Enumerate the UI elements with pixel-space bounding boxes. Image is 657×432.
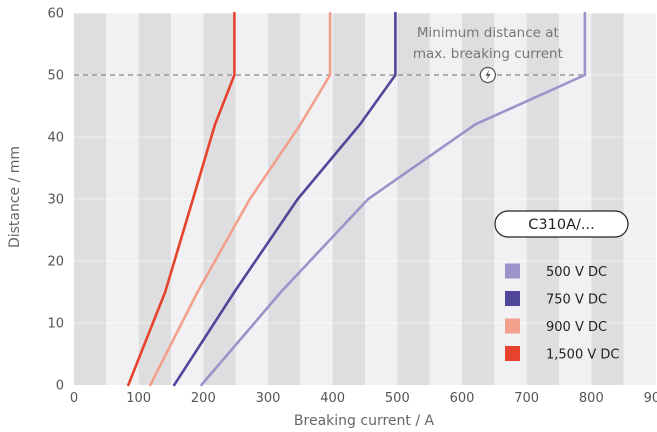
x-tick-label: 600	[450, 391, 475, 406]
series-layer	[127, 11, 587, 387]
x-tick-label: 800	[579, 391, 604, 406]
legend-label: 1,500 V DC	[546, 348, 619, 363]
series-line	[172, 11, 397, 387]
x-axis-ticks: 0 100 200 300 400 500 600 700 800 900	[70, 391, 657, 406]
annotation-line-2: max. breaking current	[413, 46, 563, 62]
annotation-line-1: Minimum distance at	[417, 25, 559, 41]
x-tick-label: 300	[256, 391, 281, 406]
legend-label: 900 V DC	[546, 320, 607, 335]
legend-swatch	[505, 318, 520, 334]
x-tick-label: 500	[385, 391, 410, 406]
series-line	[200, 11, 587, 387]
gridlines	[74, 12, 656, 324]
x-axis-title: Breaking current / A	[294, 413, 435, 429]
legend-swatch	[505, 346, 520, 361]
x-tick-label: 700	[514, 391, 539, 406]
legend-items: 500 V DC 750 V DC 900 V DC 1,500 V DC	[505, 263, 619, 363]
y-tick-label: 10	[47, 317, 64, 332]
y-axis-title: Distance / mm	[7, 146, 23, 248]
lightning-bolt	[485, 70, 491, 80]
y-axis-ticks: 0 10 20 30 40 50 60	[47, 7, 64, 394]
y-tick-label: 20	[47, 255, 64, 270]
annotation: Minimum distance at max. breaking curren…	[413, 25, 563, 84]
y-tick-label: 50	[47, 69, 64, 84]
x-tick-label: 400	[320, 391, 345, 406]
legend: C310A/... 500 V DC 750 V DC 900 V DC 1,500 …	[494, 210, 629, 363]
legend-title: C310A/...	[528, 217, 594, 233]
series-line	[149, 11, 332, 387]
x-tick-label: 200	[191, 391, 216, 406]
y-tick-label: 40	[47, 131, 64, 146]
series-line	[127, 11, 236, 387]
y-tick-label: 30	[47, 193, 64, 208]
legend-title-box	[494, 210, 629, 238]
x-tick-label: 0	[70, 391, 78, 406]
lightning-circle-icon	[479, 66, 496, 84]
y-tick-label: 0	[56, 379, 64, 394]
legend-label: 500 V DC	[546, 265, 607, 280]
legend-swatch	[505, 263, 520, 279]
legend-swatch	[505, 291, 520, 306]
x-tick-label: 900	[644, 391, 657, 406]
x-tick-label: 100	[126, 391, 151, 406]
legend-label: 750 V DC	[546, 293, 607, 308]
y-tick-label: 60	[47, 7, 64, 22]
